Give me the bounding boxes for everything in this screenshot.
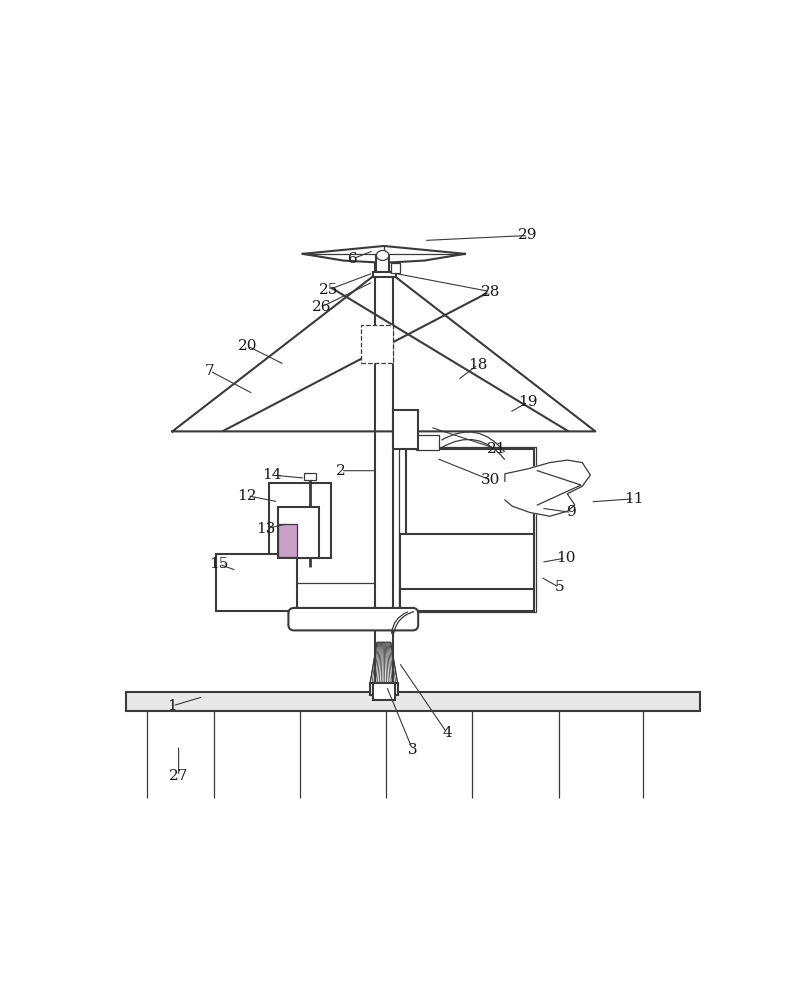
Text: 21: 21: [487, 442, 506, 456]
Polygon shape: [172, 268, 596, 431]
Text: 11: 11: [625, 492, 644, 506]
Bar: [377, 255, 389, 274]
Text: 26: 26: [312, 300, 332, 314]
Text: 25: 25: [319, 283, 338, 297]
Bar: [400, 589, 535, 611]
FancyArrowPatch shape: [442, 439, 505, 459]
FancyArrowPatch shape: [391, 612, 407, 633]
Text: 20: 20: [237, 339, 257, 353]
Bar: [126, 692, 700, 711]
Bar: [373, 683, 395, 700]
Bar: [279, 507, 319, 558]
Text: 27: 27: [169, 769, 188, 783]
Text: 12: 12: [237, 489, 257, 503]
Bar: [393, 410, 418, 449]
Text: 14: 14: [262, 468, 282, 482]
Text: 3: 3: [408, 743, 417, 757]
Text: 5: 5: [555, 580, 564, 594]
Text: 9: 9: [567, 505, 576, 519]
Text: 6: 6: [349, 252, 358, 266]
Polygon shape: [303, 246, 465, 263]
Polygon shape: [505, 460, 590, 516]
Bar: [391, 263, 400, 273]
Bar: [361, 325, 393, 363]
FancyBboxPatch shape: [288, 608, 418, 630]
Bar: [279, 524, 297, 557]
Text: 30: 30: [481, 473, 500, 487]
Text: 29: 29: [518, 228, 538, 242]
Text: 19: 19: [518, 395, 538, 409]
Text: 7: 7: [205, 364, 215, 378]
Bar: [304, 473, 316, 480]
Text: 4: 4: [442, 726, 452, 740]
Bar: [269, 483, 332, 558]
Text: 18: 18: [469, 358, 488, 372]
Bar: [398, 447, 536, 612]
Bar: [407, 449, 535, 536]
Ellipse shape: [377, 250, 389, 260]
Bar: [373, 272, 396, 277]
FancyArrowPatch shape: [394, 612, 414, 633]
Bar: [375, 255, 393, 692]
Text: 15: 15: [209, 557, 229, 571]
Text: 13: 13: [256, 522, 275, 536]
Bar: [216, 554, 297, 611]
FancyArrowPatch shape: [442, 432, 505, 452]
Text: 1: 1: [167, 699, 177, 713]
Bar: [415, 435, 440, 450]
Text: 28: 28: [481, 285, 500, 299]
Bar: [370, 683, 398, 695]
Text: 10: 10: [555, 551, 575, 565]
Bar: [400, 534, 535, 606]
Text: 2: 2: [336, 464, 345, 478]
